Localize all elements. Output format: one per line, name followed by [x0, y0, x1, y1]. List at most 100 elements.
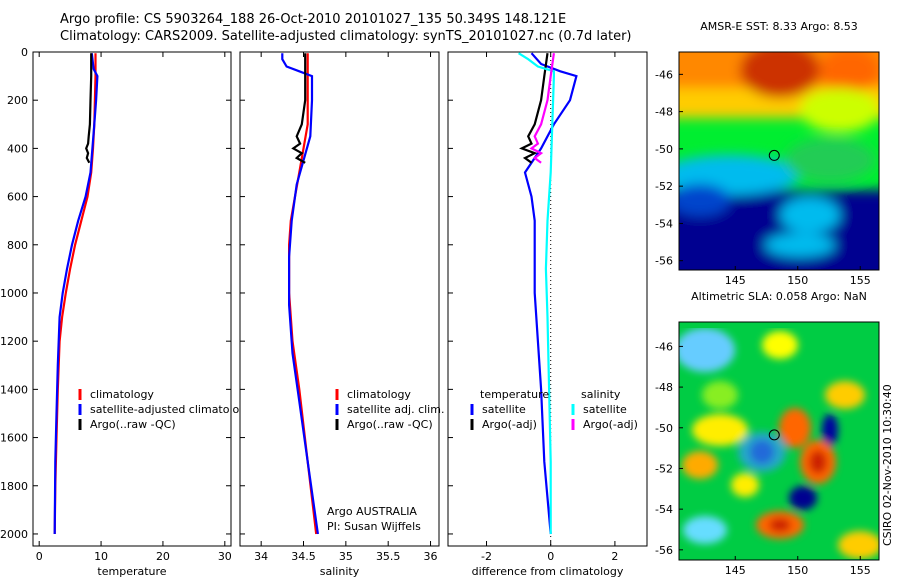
map-frame: [678, 321, 880, 561]
map-feature: [740, 52, 820, 98]
x-tick-label: 2: [611, 550, 618, 563]
map-shading: [679, 328, 879, 559]
map-x-tick-label: 145: [725, 564, 746, 577]
legend-label-argo-raw-qc: Argo(..raw -QC): [90, 418, 176, 431]
map-feature: [822, 414, 838, 446]
map-feature: [780, 197, 840, 233]
x-tick-label: 0: [36, 550, 43, 563]
panel-frame: [239, 51, 440, 547]
map-y-tick-label: -48: [655, 106, 673, 119]
series-line-satellite-adjusted-climatology: [53, 53, 99, 535]
argo-position-marker: [768, 149, 780, 161]
x-tick-label: 34: [254, 550, 268, 563]
map-x-tick-label: 155: [850, 274, 871, 287]
map-feature: [785, 138, 875, 182]
y-tick-label: 200: [7, 94, 28, 107]
map-feature: [762, 331, 798, 359]
x-axis-label: temperature: [97, 565, 166, 578]
profile-panel-3: -2 0 2 difference from climatology temperatu…: [447, 51, 648, 578]
profile-panel-1: 0 10 20 30 0 200 400 600 800 1000 1200 1400 1600 1800…: [0, 46, 253, 578]
map-y-tick-label: -56: [655, 544, 673, 557]
csiro-timestamp: CSIRO 02-Nov-2010 10:30:40: [881, 384, 894, 546]
series-line-argo-raw-qc: [291, 53, 307, 164]
series-line-salinity-argo-adj: [529, 53, 555, 164]
map-title: Altimetric SLA: 0.058 Argo: NaN: [691, 290, 867, 303]
map-panel-2: Altimetric SLA: 0.058 Argo: NaN 145 150 155…: [655, 290, 880, 577]
y-tick-label: 1400: [0, 383, 28, 396]
map-feature: [825, 381, 865, 409]
map-frame: [678, 51, 880, 271]
y-tick-label: 800: [7, 239, 28, 252]
panel-frame: [32, 51, 232, 547]
map-x-tick-label: 145: [725, 274, 746, 287]
y-tick-label: 1600: [0, 432, 28, 445]
legend-label-argo-raw-qc: Argo(..raw -QC): [347, 418, 433, 431]
map-title: AMSR-E SST: 8.33 Argo: 8.53: [700, 20, 858, 33]
map-feature: [800, 88, 879, 132]
profile-title: Argo profile: CS 5903264_188 26-Oct-2010…: [60, 12, 567, 27]
x-tick-label: 35.5: [376, 550, 401, 563]
y-tick-label: 600: [7, 191, 28, 204]
map-feature: [683, 516, 727, 544]
legend-label-satellite: satellite: [482, 403, 526, 416]
legend-label-argo-adj: Argo(-adj): [482, 418, 537, 431]
climatology-subtitle: Climatology: CARS2009. Satellite-adjuste…: [60, 29, 632, 44]
map-x-tick-label: 150: [787, 564, 808, 577]
map-y-tick-label: -54: [655, 503, 673, 516]
map-x-tick-label: 155: [850, 564, 871, 577]
map-feature: [679, 328, 735, 372]
series-line-salinity-satellite: [518, 52, 556, 534]
pi-label: PI: Susan Wijffels: [327, 520, 421, 533]
map-y-tick-label: -54: [655, 217, 673, 230]
series-line-argo-raw-qc: [85, 53, 93, 164]
map-field: [679, 52, 879, 270]
x-tick-label: 30: [218, 550, 232, 563]
legend-label-satellite: satellite: [583, 403, 627, 416]
map-feature: [789, 486, 817, 510]
x-tick-label: 34.5: [291, 550, 316, 563]
legend-label-climatology: climatology: [90, 388, 154, 401]
x-tick-label: 36: [424, 550, 438, 563]
y-tick-label: 1000: [0, 287, 28, 300]
map-feature: [838, 531, 879, 559]
map-feature: [702, 381, 738, 409]
map-feature: [769, 518, 791, 532]
y-tick-label: 2000: [0, 528, 28, 541]
map-y-tick-label: -46: [655, 340, 673, 353]
argo-australia-label: Argo AUSTRALIA: [327, 505, 417, 518]
y-tick-label: 400: [7, 142, 28, 155]
series-line-temperature-argo-adj: [519, 53, 549, 164]
y-tick-label: 0: [21, 46, 28, 59]
map-feature: [765, 233, 835, 257]
map-feature: [809, 450, 827, 474]
map-feature: [820, 52, 879, 92]
legend-label-salinity: salinity: [581, 388, 621, 401]
x-tick-label: 20: [156, 550, 170, 563]
map-y-tick-label: -46: [655, 68, 673, 81]
profile-panel-2: 34 34.5 35 35.5 36 salinity climatology satelli…: [239, 51, 444, 578]
argo-position-marker: [768, 429, 780, 441]
legend-label-satellite-adj-clim: satellite adj. clim.: [347, 403, 444, 416]
map-feature: [692, 414, 748, 446]
map-feature: [682, 451, 718, 479]
map-y-tick-label: -52: [655, 180, 673, 193]
map-shading: [679, 52, 879, 270]
map-feature: [779, 408, 811, 448]
map-y-tick-label: -52: [655, 462, 673, 475]
map-feature: [679, 184, 730, 216]
map-y-tick-label: -56: [655, 255, 673, 268]
x-axis-label: salinity: [320, 565, 360, 578]
series-line-temperature-satellite: [523, 52, 578, 535]
legend-label-satellite-adjusted-climatology: satellite-adjusted climatology: [90, 403, 253, 416]
x-tick-label: 0: [547, 550, 554, 563]
map-feature: [738, 432, 786, 472]
legend-label-argo-adj: Argo(-adj): [583, 418, 638, 431]
map-feature: [731, 473, 759, 497]
map-field: [679, 322, 879, 560]
series-line-satellite-adj-clim: [281, 53, 319, 535]
map-x-tick-label: 150: [787, 274, 808, 287]
map-y-tick-label: -48: [655, 381, 673, 394]
legend-label-temperature: temperature: [480, 388, 549, 401]
map-panel-1: AMSR-E SST: 8.33 Argo: 8.53 145 150 155 -46 -…: [655, 20, 880, 287]
